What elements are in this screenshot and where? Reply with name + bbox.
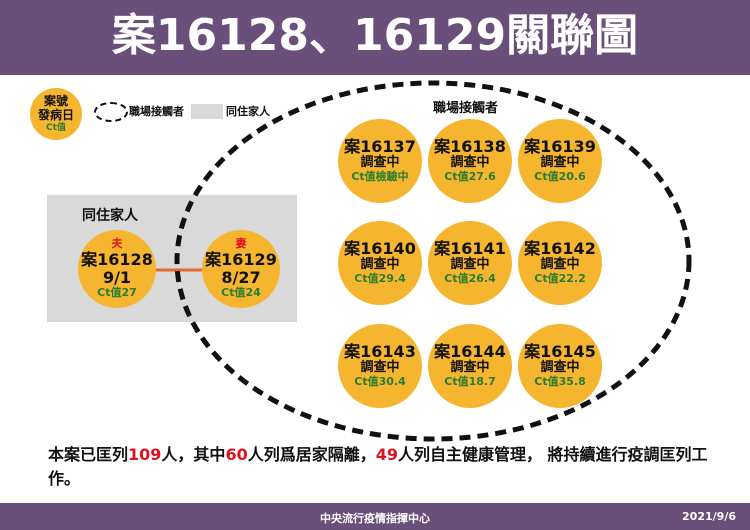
household-label: 同住家人 [82, 208, 138, 224]
page-title: 案16128、16129關聯圖 [111, 10, 639, 61]
footer-org: 中央流行疫情指揮中心 [320, 512, 430, 525]
case-ct: Ct值27.6 [444, 170, 496, 184]
workplace-case-circle: 案16144 調查中 Ct值18.7 [428, 324, 512, 408]
case-status: 調查中 [540, 155, 580, 171]
legend-ct-label: Ct值 [46, 122, 66, 133]
case-status: 調查中 [540, 360, 580, 376]
case-number: 案16140 [344, 239, 416, 259]
workplace-case-circle: 案16143 調查中 Ct值30.4 [338, 324, 422, 408]
workplace-case-circle: 案16142 調查中 Ct值22.2 [518, 221, 602, 305]
note-text: 人列自主健康管理， 將持續進行疫調匡列工作。 [48, 445, 708, 488]
workplace-dashed-ellipse [174, 80, 692, 442]
case-role: 夫 [111, 236, 123, 250]
workplace-case-circle: 案16140 調查中 Ct值29.4 [338, 221, 422, 305]
workplace-case-circle: 案16141 調查中 Ct值26.4 [428, 221, 512, 305]
legend-circle: 案號 發病日 Ct值 [30, 88, 82, 140]
legend-workplace-label: 職場接觸者 [129, 105, 184, 118]
case-ct: Ct值27 [97, 286, 137, 300]
case-number: 案16144 [434, 342, 506, 362]
note-number: 49 [375, 445, 398, 464]
household-case-circle: 妻 案16129 8/27 Ct值24 [202, 230, 280, 308]
workplace-case-circle: 案16145 調查中 Ct值35.8 [518, 324, 602, 408]
case-ct: Ct值26.4 [444, 272, 496, 286]
workplace-label: 職場接觸者 [433, 101, 499, 116]
legend-dashed-ellipse [94, 102, 128, 122]
note-text: 人，其中 [161, 445, 226, 464]
note-number: 109 [128, 445, 162, 464]
case-ct: Ct值22.2 [534, 272, 586, 286]
case-onset: 8/27 [221, 268, 261, 287]
case-number: 案16128 [81, 249, 153, 269]
case-ct: Ct值20.6 [534, 170, 586, 184]
note-text: 本案已匡列 [48, 445, 129, 464]
case-status: 調查中 [360, 257, 400, 273]
case-number: 案16139 [524, 137, 596, 157]
case-ct: Ct值30.4 [354, 375, 406, 389]
case-status: 調查中 [450, 360, 490, 376]
case-status: 調查中 [360, 155, 400, 171]
case-ct: Ct值18.7 [444, 375, 496, 389]
workplace-case-circle: 案16139 調查中 Ct值20.6 [518, 119, 602, 203]
case-number: 案16143 [344, 342, 416, 362]
case-status: 調查中 [540, 257, 580, 273]
case-number: 案16138 [434, 137, 506, 157]
case-status: 調查中 [360, 360, 400, 376]
household-case-circle: 夫 案16128 9/1 Ct值27 [78, 230, 156, 308]
legend-onset-label: 發病日 [37, 107, 74, 122]
note-text: 人列爲居家隔離， [247, 445, 376, 464]
case-status: 調查中 [450, 155, 490, 171]
summary-note: 本案已匡列109人，其中60人列爲居家隔離，49人列自主健康管理， 將持續進行疫… [48, 443, 728, 491]
legend-case-label: 案號 [43, 94, 68, 109]
case-number: 案16137 [344, 137, 416, 157]
case-number: 案16145 [524, 342, 596, 362]
case-number: 案16141 [434, 239, 506, 259]
case-ct: Ct值29.4 [354, 272, 406, 286]
case-number: 案16129 [205, 249, 277, 269]
case-number: 案16142 [524, 239, 596, 259]
header-bar [0, 0, 750, 75]
workplace-case-circle: 案16138 調查中 Ct值27.6 [428, 119, 512, 203]
legend-gray-swatch [191, 104, 223, 119]
case-ct: Ct值24 [221, 286, 261, 300]
note-number: 60 [225, 445, 248, 464]
footer-bar: 中央流行疫情指揮中心 2021/9/6 [0, 503, 750, 530]
case-ct: Ct值檢驗中 [351, 170, 409, 184]
case-ct: Ct值35.8 [534, 375, 586, 389]
case-status: 調查中 [450, 257, 490, 273]
case-onset: 9/1 [102, 268, 132, 287]
case-role: 妻 [235, 236, 247, 250]
legend-household-label: 同住家人 [226, 105, 270, 118]
workplace-case-circle: 案16137 調查中 Ct值檢驗中 [338, 119, 422, 203]
footer-date: 2021/9/6 [682, 510, 736, 523]
